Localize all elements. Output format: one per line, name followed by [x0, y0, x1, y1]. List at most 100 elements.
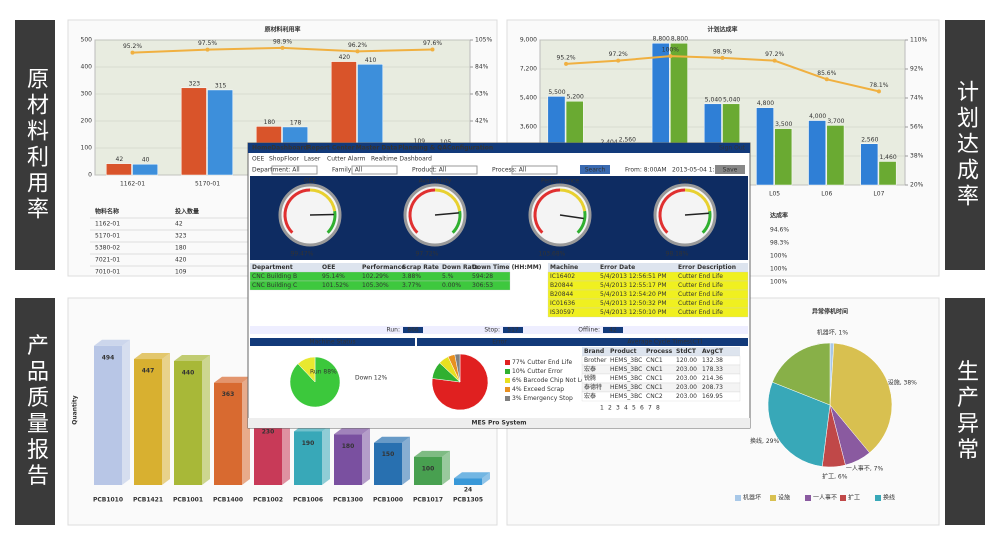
filter[interactable]: Product: All: [412, 167, 446, 174]
table-header: Down Rate: [442, 264, 479, 271]
chart-title: 原材料利用率: [264, 26, 300, 34]
table-cell: 95.14%: [322, 273, 345, 280]
pager[interactable]: 2: [608, 405, 612, 412]
save[interactable]: Save: [723, 167, 738, 174]
bar: [134, 359, 162, 485]
y2-tick-label: 56%: [910, 124, 924, 131]
pager[interactable]: 5: [632, 405, 636, 412]
bar-top: [414, 450, 450, 457]
bar-side: [162, 353, 170, 485]
pager[interactable]: 6: [640, 405, 644, 412]
filter[interactable]: Family: All: [332, 167, 363, 174]
table-cell: Cutter End Life: [678, 291, 723, 298]
x-tick-label: L05: [769, 191, 780, 198]
bar-side: [202, 355, 210, 485]
filter[interactable]: Department: All: [252, 167, 300, 174]
bar-label: 24: [464, 487, 472, 494]
table-cell: 101.52%: [322, 282, 349, 289]
gauge-band-arc: [576, 210, 587, 234]
nav-item[interactable]: Dashboard: [271, 145, 308, 152]
pager[interactable]: 1: [600, 405, 604, 412]
bar-label: 2,404: [600, 139, 617, 146]
table-cell: 5/4/2013 12:50:10 PM: [600, 309, 667, 316]
table-cell: 203.00: [676, 375, 697, 382]
table-cell: 203.00: [676, 384, 697, 391]
bar-label: 410: [365, 57, 377, 64]
line-point: [876, 89, 881, 94]
line-point: [772, 58, 777, 63]
table-header: Error Description: [678, 264, 736, 271]
gauge-band-arc: [533, 188, 561, 234]
table-cell: 214.36: [702, 375, 723, 382]
legend-label: 77% Cutter End Life: [512, 359, 572, 366]
table-cell: IS30597: [550, 309, 575, 316]
gauge-band-arc: [326, 210, 337, 234]
bar-label: 4,800: [757, 100, 774, 107]
nav-item[interactable]: Configuration: [447, 145, 493, 152]
y2-tick-label: 92%: [910, 66, 924, 73]
bar-label: 1,460: [879, 154, 896, 161]
footer: [248, 418, 750, 428]
line-point: [355, 49, 360, 54]
nav-item[interactable]: Report Center: [307, 145, 355, 152]
gauge-band-arc: [434, 188, 462, 212]
table-cell: CNC1: [646, 384, 663, 391]
table-cell: 323: [175, 233, 187, 240]
nav-item[interactable]: Master Data: [356, 145, 398, 152]
table-cell: CNC1: [646, 375, 663, 382]
gauge-value: 99.47%: [291, 251, 314, 258]
pager[interactable]: 7: [648, 405, 652, 412]
bar: [254, 420, 282, 485]
pager[interactable]: 4: [624, 405, 628, 412]
pie-slice: [767, 381, 831, 467]
bar: [214, 382, 242, 485]
subnav-item[interactable]: Realtime Dashboard: [371, 156, 432, 163]
legend-label: 机器坏: [743, 494, 761, 502]
nav-item[interactable]: Planning & QA: [398, 145, 447, 152]
point-label: 97.2%: [609, 51, 628, 58]
y2-tick-label: 84%: [475, 64, 489, 71]
point-label: 85.6%: [817, 70, 836, 77]
sub-panel-title: Machine Status: [309, 339, 355, 346]
table-header: 投入数量: [175, 208, 199, 216]
x-tick-label: 1162-01: [120, 181, 145, 188]
subnav-item[interactable]: Cutter Alarm: [327, 156, 366, 163]
table-cell: 420: [175, 257, 187, 264]
legend-swatch: [505, 396, 510, 401]
table-cell: CNC1: [646, 357, 663, 364]
table-header: Machine: [550, 264, 578, 271]
table-cell: 5.%: [442, 273, 454, 280]
filter[interactable]: Process: All: [492, 167, 526, 174]
gauge-needle: [434, 212, 459, 216]
pager[interactable]: 8: [656, 405, 660, 412]
subnav-item[interactable]: Laser: [304, 156, 321, 163]
subnav-item[interactable]: ShopFloor: [269, 156, 300, 163]
legend-swatch: [735, 495, 741, 501]
gauge-band-arc: [283, 188, 311, 234]
line-point: [430, 47, 435, 52]
gauge-band-arc: [658, 188, 686, 234]
slice-label: 设施, 38%: [888, 378, 917, 386]
bar-label: 5,500: [548, 89, 565, 96]
x-tick-label: PCB1400: [213, 497, 243, 504]
sign-out[interactable]: Sign Out: [719, 145, 746, 152]
y2-tick-label: 105%: [475, 37, 492, 44]
table-cell: CNC1: [646, 366, 663, 373]
table-cell: 3.77%: [402, 282, 421, 289]
dropdown: [271, 165, 318, 175]
legend-label: 换线: [883, 494, 895, 502]
table-cell: HEMS_3BC: [610, 393, 642, 400]
table-cell: HEMS_3BC: [610, 366, 642, 373]
search[interactable]: Search: [585, 167, 606, 174]
bar-label: 440: [182, 370, 195, 377]
table-cell: Cutter End Life: [678, 300, 723, 307]
gauge-band-arc: [451, 210, 462, 234]
y2-tick-label: 38%: [910, 153, 924, 160]
nav-item[interactable]: Home: [252, 145, 271, 152]
y2-tick-label: 63%: [475, 91, 489, 98]
pager[interactable]: 3: [616, 405, 620, 412]
subnav-item[interactable]: OEE: [252, 156, 265, 163]
bar: [334, 434, 362, 485]
table-cell: 锐腾: [584, 374, 596, 382]
